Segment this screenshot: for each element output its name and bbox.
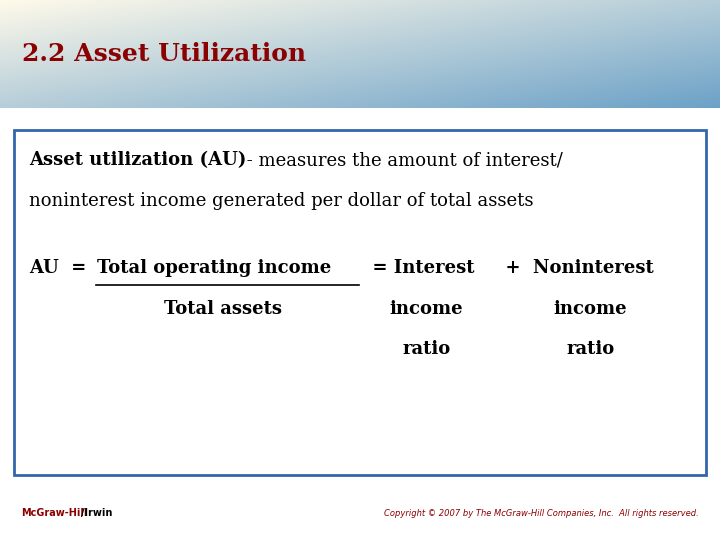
Text: = Interest: = Interest [360, 259, 474, 277]
Text: - measures the amount of interest/: - measures the amount of interest/ [241, 151, 563, 169]
Text: AU  =: AU = [29, 259, 92, 277]
Text: McGraw-Hill: McGraw-Hill [22, 508, 88, 518]
Text: noninterest income generated per dollar of total assets: noninterest income generated per dollar … [29, 192, 534, 210]
Text: ratio: ratio [566, 340, 615, 358]
Text: +  Noninterest: + Noninterest [493, 259, 654, 277]
FancyBboxPatch shape [14, 130, 706, 475]
Text: Total operating income: Total operating income [97, 259, 331, 277]
Text: ratio: ratio [402, 340, 451, 358]
Text: income: income [554, 300, 627, 318]
Text: Total assets: Total assets [164, 300, 282, 318]
Text: income: income [390, 300, 463, 318]
Text: Asset utilization (AU): Asset utilization (AU) [29, 151, 246, 169]
Text: 2.2 Asset Utilization: 2.2 Asset Utilization [22, 42, 306, 66]
Text: /Irwin: /Irwin [81, 508, 112, 518]
Text: Copyright © 2007 by The McGraw-Hill Companies, Inc.  All rights reserved.: Copyright © 2007 by The McGraw-Hill Comp… [384, 509, 698, 518]
